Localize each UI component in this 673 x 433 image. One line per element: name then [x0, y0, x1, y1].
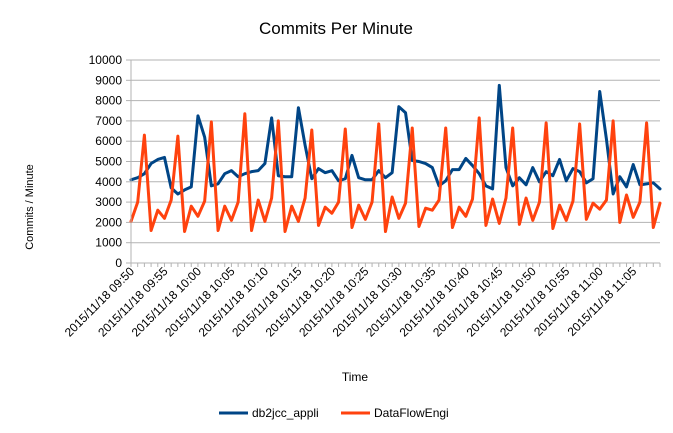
y-tick-label: 10000 — [89, 53, 123, 67]
y-tick-label: 5000 — [95, 155, 122, 169]
legend-label: DataFlowEngi — [374, 406, 449, 420]
series-line-dataflowengi — [129, 112, 662, 234]
legend: db2jcc_appli DataFlowEngi — [219, 406, 449, 420]
y-tick-label: 4000 — [95, 175, 122, 189]
y-tick-label: 0 — [115, 256, 122, 270]
chart-title: Commits Per Minute — [259, 19, 413, 38]
y-tick-label: 9000 — [95, 73, 122, 87]
legend-label: db2jcc_appli — [252, 406, 319, 420]
y-tick-label: 2000 — [95, 215, 122, 229]
y-axis-ticks: 0 1000 2000 3000 4000 5000 6000 7000 8000 9000 100… — [89, 53, 131, 270]
y-tick-label: 3000 — [95, 195, 122, 209]
series-line-db2jcc-appli — [129, 83, 662, 196]
y-tick-label: 1000 — [95, 236, 122, 250]
y-axis-label: Commits / Minute — [24, 164, 36, 250]
x-axis-label: Time — [342, 370, 369, 384]
series-lines — [129, 83, 662, 234]
y-tick-label: 8000 — [95, 94, 122, 108]
y-tick-label: 7000 — [95, 114, 122, 128]
y-tick-label: 6000 — [95, 134, 122, 148]
